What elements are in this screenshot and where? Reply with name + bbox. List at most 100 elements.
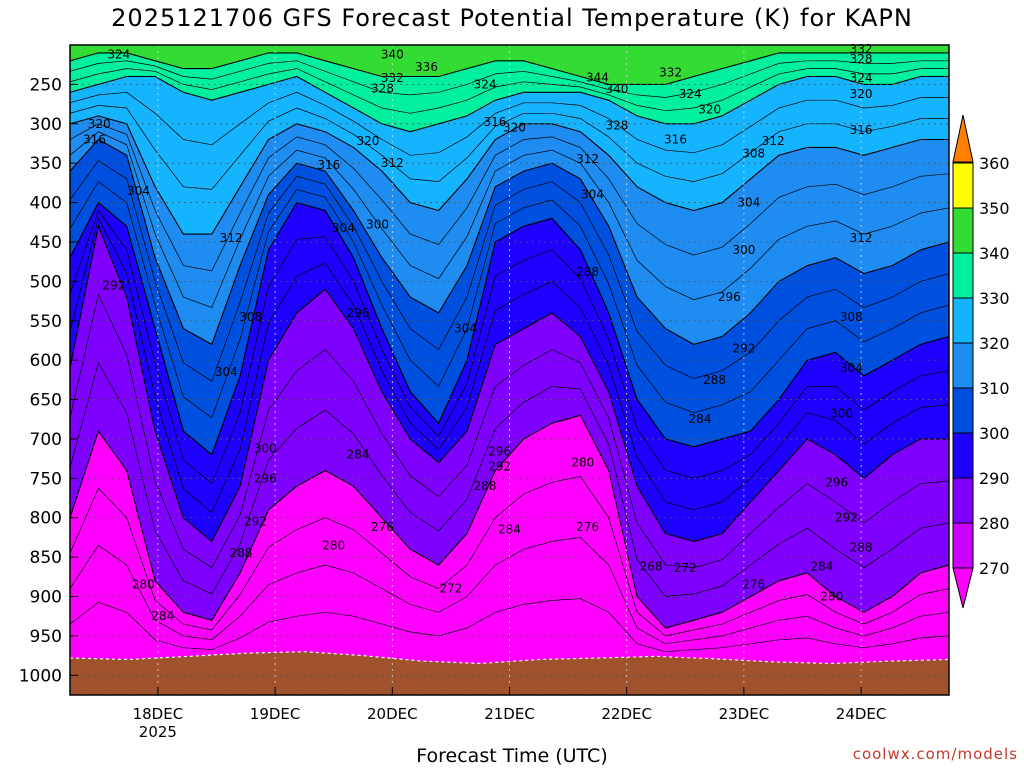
isentrope-minor xyxy=(70,598,949,653)
contour-label: 300 xyxy=(366,218,389,232)
y-tick-label: 600 xyxy=(30,351,62,371)
y-tick-label: 300 xyxy=(30,115,62,135)
isentrope-330 xyxy=(70,75,949,133)
contour-label: 320 xyxy=(88,117,111,131)
contour-label: 288 xyxy=(576,265,599,279)
isentrope-290 xyxy=(70,224,949,543)
contour-label: 312 xyxy=(220,231,243,245)
colorbar-label: 300 xyxy=(979,424,1010,443)
isentrope-minor xyxy=(70,91,949,156)
y-tick-label: 650 xyxy=(30,391,62,411)
colorbar-label: 360 xyxy=(979,154,1010,173)
x-tick-label: 20DEC xyxy=(367,705,418,723)
x-tick-sublabel: 2025 xyxy=(139,723,177,741)
isentrope-minor xyxy=(70,181,949,419)
contour-labels: 3243203163042923123083043002962922882842… xyxy=(83,42,873,623)
contour-label: 316 xyxy=(83,133,106,147)
credit-link[interactable]: coolwx.com/models xyxy=(852,745,1018,763)
contour-label: 324 xyxy=(474,77,497,91)
isentrope-340 xyxy=(70,52,949,85)
contour-label: 300 xyxy=(830,407,853,421)
contour-label: 272 xyxy=(674,561,697,575)
contour-label: 288 xyxy=(474,479,497,493)
colorbar-segment xyxy=(952,387,974,434)
contour-label: 324 xyxy=(679,87,702,101)
contour-label: 312 xyxy=(576,152,599,166)
colorbar-segment xyxy=(952,342,974,389)
y-tick-label: 250 xyxy=(30,75,62,95)
colorbar-segment xyxy=(952,207,974,254)
colorbar-label: 330 xyxy=(979,289,1010,308)
colorbar-over xyxy=(952,114,974,163)
isentrope-minor xyxy=(70,361,949,597)
contour-label: 344 xyxy=(586,70,609,84)
contour-label: 304 xyxy=(332,221,355,235)
x-tick-label: 24DEC xyxy=(836,705,887,723)
contour-label: 284 xyxy=(347,448,370,462)
colorbar: 270 280 290 300 310 320 330 340 350 360 xyxy=(952,114,1010,609)
colorbar-segment xyxy=(952,432,974,479)
contour-label: 308 xyxy=(742,147,765,161)
contour-label: 332 xyxy=(659,66,682,80)
y-tick-label: 950 xyxy=(30,627,62,647)
contour-label: 304 xyxy=(840,361,863,375)
contour-label: 320 xyxy=(356,134,379,148)
contour-label: 288 xyxy=(229,546,252,560)
x-tick-label: 19DEC xyxy=(250,705,301,723)
contour-label: 320 xyxy=(698,103,721,117)
colorbar-label: 350 xyxy=(979,199,1010,218)
contour-label: 280 xyxy=(322,538,345,552)
contour-label: 292 xyxy=(835,511,858,525)
contour-label: 312 xyxy=(762,134,785,148)
contour-label: 276 xyxy=(371,520,394,534)
y-tick-label: 850 xyxy=(30,548,62,568)
grid-lines xyxy=(70,45,949,695)
colorbar-label: 320 xyxy=(979,334,1010,353)
contour-label: 292 xyxy=(103,278,126,292)
contour-label: 288 xyxy=(703,373,726,387)
contour-label: 328 xyxy=(605,118,628,132)
contour-label: 276 xyxy=(576,520,599,534)
contour-label: 316 xyxy=(483,115,506,129)
contour-label: 312 xyxy=(381,156,404,170)
colorbar-under xyxy=(952,567,974,609)
contour-label: 284 xyxy=(811,560,834,574)
x-tick-label: 18DEC xyxy=(133,705,184,723)
contour-label: 316 xyxy=(664,133,687,147)
contour-label: 272 xyxy=(439,582,462,596)
contour-label: 284 xyxy=(151,609,174,623)
colorbar-segment xyxy=(952,252,974,299)
x-tick-label: 23DEC xyxy=(719,705,770,723)
contour-label: 308 xyxy=(840,310,863,324)
colorbar-label: 270 xyxy=(979,559,1010,578)
contour-label: 304 xyxy=(737,196,760,210)
contour-label: 296 xyxy=(254,471,277,485)
colorbar-segment xyxy=(952,477,974,524)
contour-label: 280 xyxy=(820,590,843,604)
ground-surface xyxy=(70,651,949,695)
y-tick-label: 1000 xyxy=(19,666,62,686)
x-tick-label: 21DEC xyxy=(484,705,535,723)
chart-title: 2025121706 GFS Forecast Potential Temper… xyxy=(111,4,913,32)
contour-label: 320 xyxy=(503,121,526,135)
contour-label: 284 xyxy=(498,523,521,537)
isentrope-minor xyxy=(70,105,949,190)
colorbar-segment xyxy=(952,162,974,209)
isentrope-300 xyxy=(70,201,949,456)
colorbar-label: 290 xyxy=(979,469,1010,488)
y-tick-label: 700 xyxy=(30,430,62,450)
contour-label: 288 xyxy=(850,541,873,555)
isentrope-minor xyxy=(70,476,949,637)
contour-label: 280 xyxy=(571,456,594,470)
contour-label: 308 xyxy=(239,310,262,324)
isentrope-minor xyxy=(70,160,949,382)
contour-label: 304 xyxy=(215,365,238,379)
contour-label: 320 xyxy=(850,87,873,101)
y-tick-label: 500 xyxy=(30,272,62,292)
contour-label: 336 xyxy=(415,60,438,74)
colorbar-segment xyxy=(952,297,974,344)
contour-label: 324 xyxy=(107,48,130,62)
y-tick-label: 750 xyxy=(30,469,62,489)
contour-label: 296 xyxy=(718,290,741,304)
